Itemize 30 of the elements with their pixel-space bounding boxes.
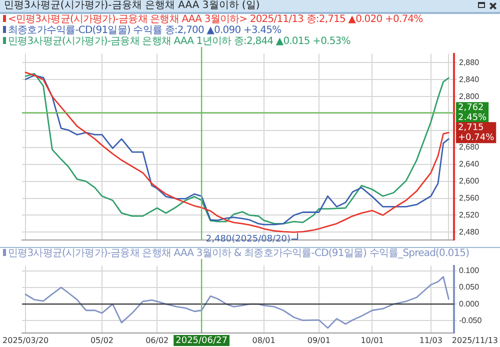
ref-line-label: 2025/06/27 [176, 336, 228, 346]
y-tick-label: 2,600 [459, 176, 480, 186]
y-tick-label: 2,800 [459, 92, 480, 101]
x-tick-label: 2025/03/20 [2, 336, 49, 346]
legend-label: 민평3사평균(시가평가)-금융채 은행채 AAA 1년이하 종:2,844 ▲0.015 +0.53% [7, 36, 352, 47]
annotation: 2,715 +0.74% [458, 122, 495, 143]
legend-label: <민평3사평균(시가평가)-금융채 은행채 AAA 3월이하> 2025/11/13 종:2,715 ▲0.020 +0.74% [7, 14, 424, 25]
y-tick-label: 2,560 [459, 193, 480, 202]
x-tick-label: 06/02 [146, 336, 169, 346]
text: 2025/11/13 [452, 336, 498, 346]
legend-label: 최종호가수익률-CD(91일물) 수익률 종:2,700 ▲0.090 +3.45% [7, 25, 282, 36]
x-tick-label: 08/01 [252, 336, 276, 346]
y-tick-label: 2,880 [459, 58, 480, 67]
ref-line-label: 2,762 2.45% [458, 103, 488, 124]
x-tick-label: 11/03 [419, 336, 442, 346]
y-tick-label: 2,840 [459, 74, 480, 84]
y-tick-label: 2,520 [459, 210, 480, 220]
y-tick-label: 2,480 [459, 227, 480, 236]
y-tick-label: 2,680 [459, 142, 480, 152]
y-tick-label: 0.000 [459, 299, 480, 308]
annotation: 2,480(2025/08/20) [206, 234, 291, 244]
y-tick-label: 2,640 [459, 160, 480, 169]
y-tick-label: -0.050 [459, 316, 482, 325]
y-tick-label: 0.100 [459, 266, 480, 275]
x-tick-label: 09/01 [307, 336, 330, 346]
x-tick-label: 05/02 [90, 336, 114, 346]
legend-label: 민평3사평균(시가평가)-금융채 은행채 AAA 3월이하 & 최종호가수익률-CD(91일물) 수익률_Spread(0.015) [7, 248, 470, 259]
x-tick-label: 10/01 [360, 336, 384, 346]
chart-title: 민평3사평균(시가평가)-금융채 은행채 AAA 3월이하 (일) [4, 0, 260, 11]
y-tick-label: 0.050 [459, 282, 480, 292]
